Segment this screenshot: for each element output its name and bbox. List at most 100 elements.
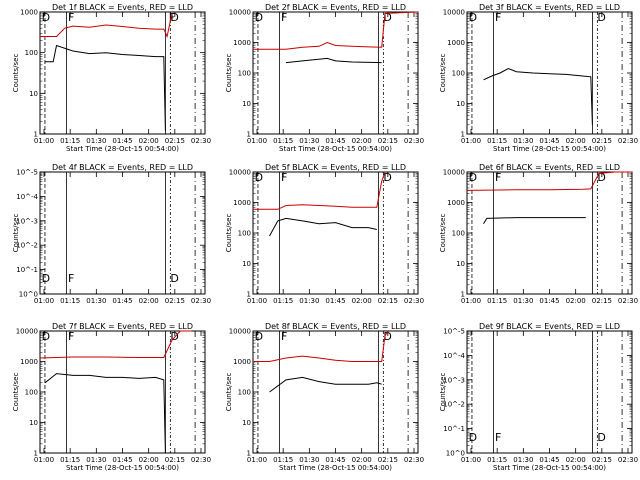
marker-label: F xyxy=(281,11,287,24)
x-tick-label: 01:30 xyxy=(513,137,533,145)
y-tick-label: 1000 xyxy=(233,39,251,47)
x-tick-label: 01:15 xyxy=(60,297,80,305)
panel-title: Det 1f BLACK = Events, RED = LLD xyxy=(52,3,193,12)
x-tick-label: 01:15 xyxy=(273,297,293,305)
x-tick-label: 02:30 xyxy=(404,456,424,464)
panel-title: Det 3f BLACK = Events, RED = LLD xyxy=(479,3,620,12)
x-tick-label: 01:30 xyxy=(86,456,106,464)
y-tick-label: 10^-4 xyxy=(16,193,38,201)
marker-label: D xyxy=(383,11,391,24)
x-tick-label: 01:30 xyxy=(299,137,319,145)
marker-label: D xyxy=(170,330,178,343)
y-tick-label: 1000 xyxy=(447,199,465,207)
x-tick-label: 01:45 xyxy=(539,297,559,305)
x-tick-label: 01:45 xyxy=(112,297,132,305)
lld-series-line xyxy=(253,11,419,50)
x-tick-label: 01:45 xyxy=(539,456,559,464)
marker-label: D xyxy=(170,11,178,24)
marker-label: F xyxy=(68,330,74,343)
x-tick-label: 02:30 xyxy=(191,137,211,145)
x-tick-label: 01:45 xyxy=(539,137,559,145)
marker-label: D xyxy=(597,171,605,184)
plot-frame xyxy=(39,171,206,295)
x-tick-label: 02:00 xyxy=(566,137,586,145)
x-tick-label: 02:30 xyxy=(404,297,424,305)
x-tick-label: 01:00 xyxy=(461,137,481,145)
y-tick-label: 100 xyxy=(238,70,251,78)
y-axis-label: Counts/sec xyxy=(12,54,20,93)
y-tick-label: 1 xyxy=(34,450,38,458)
x-tick-label: 01:00 xyxy=(34,137,54,145)
marker-label: F xyxy=(495,171,501,184)
x-tick-label: 02:15 xyxy=(592,137,612,145)
panel-title: Det 2f BLACK = Events, RED = LLD xyxy=(265,3,406,12)
x-tick-label: 01:15 xyxy=(487,456,507,464)
y-tick-label: 1 xyxy=(461,131,465,139)
x-tick-label: 01:30 xyxy=(299,297,319,305)
x-tick-label: 02:30 xyxy=(404,137,424,145)
y-tick-label: 10000 xyxy=(229,328,251,336)
x-tick-label: 02:00 xyxy=(566,456,586,464)
x-axis-label: Start Time (28-Oct-15 00:54:00) xyxy=(493,464,606,472)
marker-label: D xyxy=(42,272,50,285)
y-tick-label: 1 xyxy=(247,291,251,299)
x-tick-label: 01:00 xyxy=(247,456,267,464)
y-axis-label: Counts/sec xyxy=(439,214,447,253)
lld-series-line xyxy=(466,171,632,191)
detector-panel-1: Det 1f BLACK = Events, RED = LLD 1 10 100 10… xyxy=(12,3,211,153)
y-tick-label: 10 xyxy=(456,100,465,108)
marker-label: D xyxy=(597,431,605,444)
lld-series-line xyxy=(39,330,192,359)
y-tick-label: 10 xyxy=(456,260,465,268)
events-series-line xyxy=(269,217,377,237)
plot-frame xyxy=(39,330,206,454)
x-axis-label: Start Time (28-Oct-15 00:54:00) xyxy=(66,145,179,153)
y-tick-label: 1000 xyxy=(447,39,465,47)
x-axis-label: Start Time (28-Oct-15 00:54:00) xyxy=(493,145,606,153)
x-tick-label: 02:15 xyxy=(592,456,612,464)
events-series-line xyxy=(483,217,586,225)
y-tick-label: 10000 xyxy=(443,169,465,177)
marker-label: D xyxy=(383,330,391,343)
y-tick-label: 10000 xyxy=(229,169,251,177)
lld-series-line xyxy=(253,171,386,210)
y-tick-label: 1 xyxy=(461,291,465,299)
plot-frame xyxy=(466,330,633,454)
x-tick-label: 01:30 xyxy=(513,456,533,464)
panel-title: Det 4f BLACK = Events, RED = LLD xyxy=(52,163,193,172)
x-tick-label: 01:15 xyxy=(60,137,80,145)
panel-title: Det 8f BLACK = Events, RED = LLD xyxy=(265,322,406,331)
plot-frame xyxy=(252,11,419,135)
y-tick-label: 1 xyxy=(247,450,251,458)
y-tick-label: 1000 xyxy=(20,358,38,366)
marker-label: F xyxy=(281,330,287,343)
x-tick-label: 01:45 xyxy=(325,456,345,464)
x-tick-label: 01:15 xyxy=(487,297,507,305)
detector-panel-9: Det 9f BLACK = Events, RED = LLD 10^0 10^-… xyxy=(439,322,638,472)
detector-panel-7: Det 7f BLACK = Events, RED = LLD 1 10 100 10… xyxy=(12,322,211,472)
x-axis-label: Start Time (28-Oct-15 00:54:00) xyxy=(279,145,392,153)
lld-series-line xyxy=(253,330,389,362)
x-tick-label: 02:00 xyxy=(139,456,159,464)
marker-label: D xyxy=(597,11,605,24)
x-tick-label: 01:00 xyxy=(247,297,267,305)
y-axis-label: Counts/sec xyxy=(12,214,20,253)
y-tick-label: 10^-1 xyxy=(16,266,38,274)
x-tick-label: 02:30 xyxy=(191,456,211,464)
x-tick-label: 02:15 xyxy=(165,456,185,464)
x-tick-label: 01:00 xyxy=(461,297,481,305)
x-tick-label: 02:00 xyxy=(352,137,372,145)
panel-title: Det 7f BLACK = Events, RED = LLD xyxy=(52,322,193,331)
x-tick-label: 01:15 xyxy=(273,137,293,145)
marker-label: F xyxy=(281,171,287,184)
panel-title: Det 5f BLACK = Events, RED = LLD xyxy=(265,163,406,172)
y-tick-label: 100 xyxy=(238,389,251,397)
plot-frame xyxy=(466,11,633,135)
y-tick-label: 1 xyxy=(247,131,251,139)
y-tick-label: 1000 xyxy=(20,9,38,17)
y-axis-label: Counts/sec xyxy=(439,54,447,93)
marker-label: F xyxy=(68,11,74,24)
x-tick-label: 02:00 xyxy=(352,297,372,305)
y-axis-label: Counts/sec xyxy=(439,373,447,412)
